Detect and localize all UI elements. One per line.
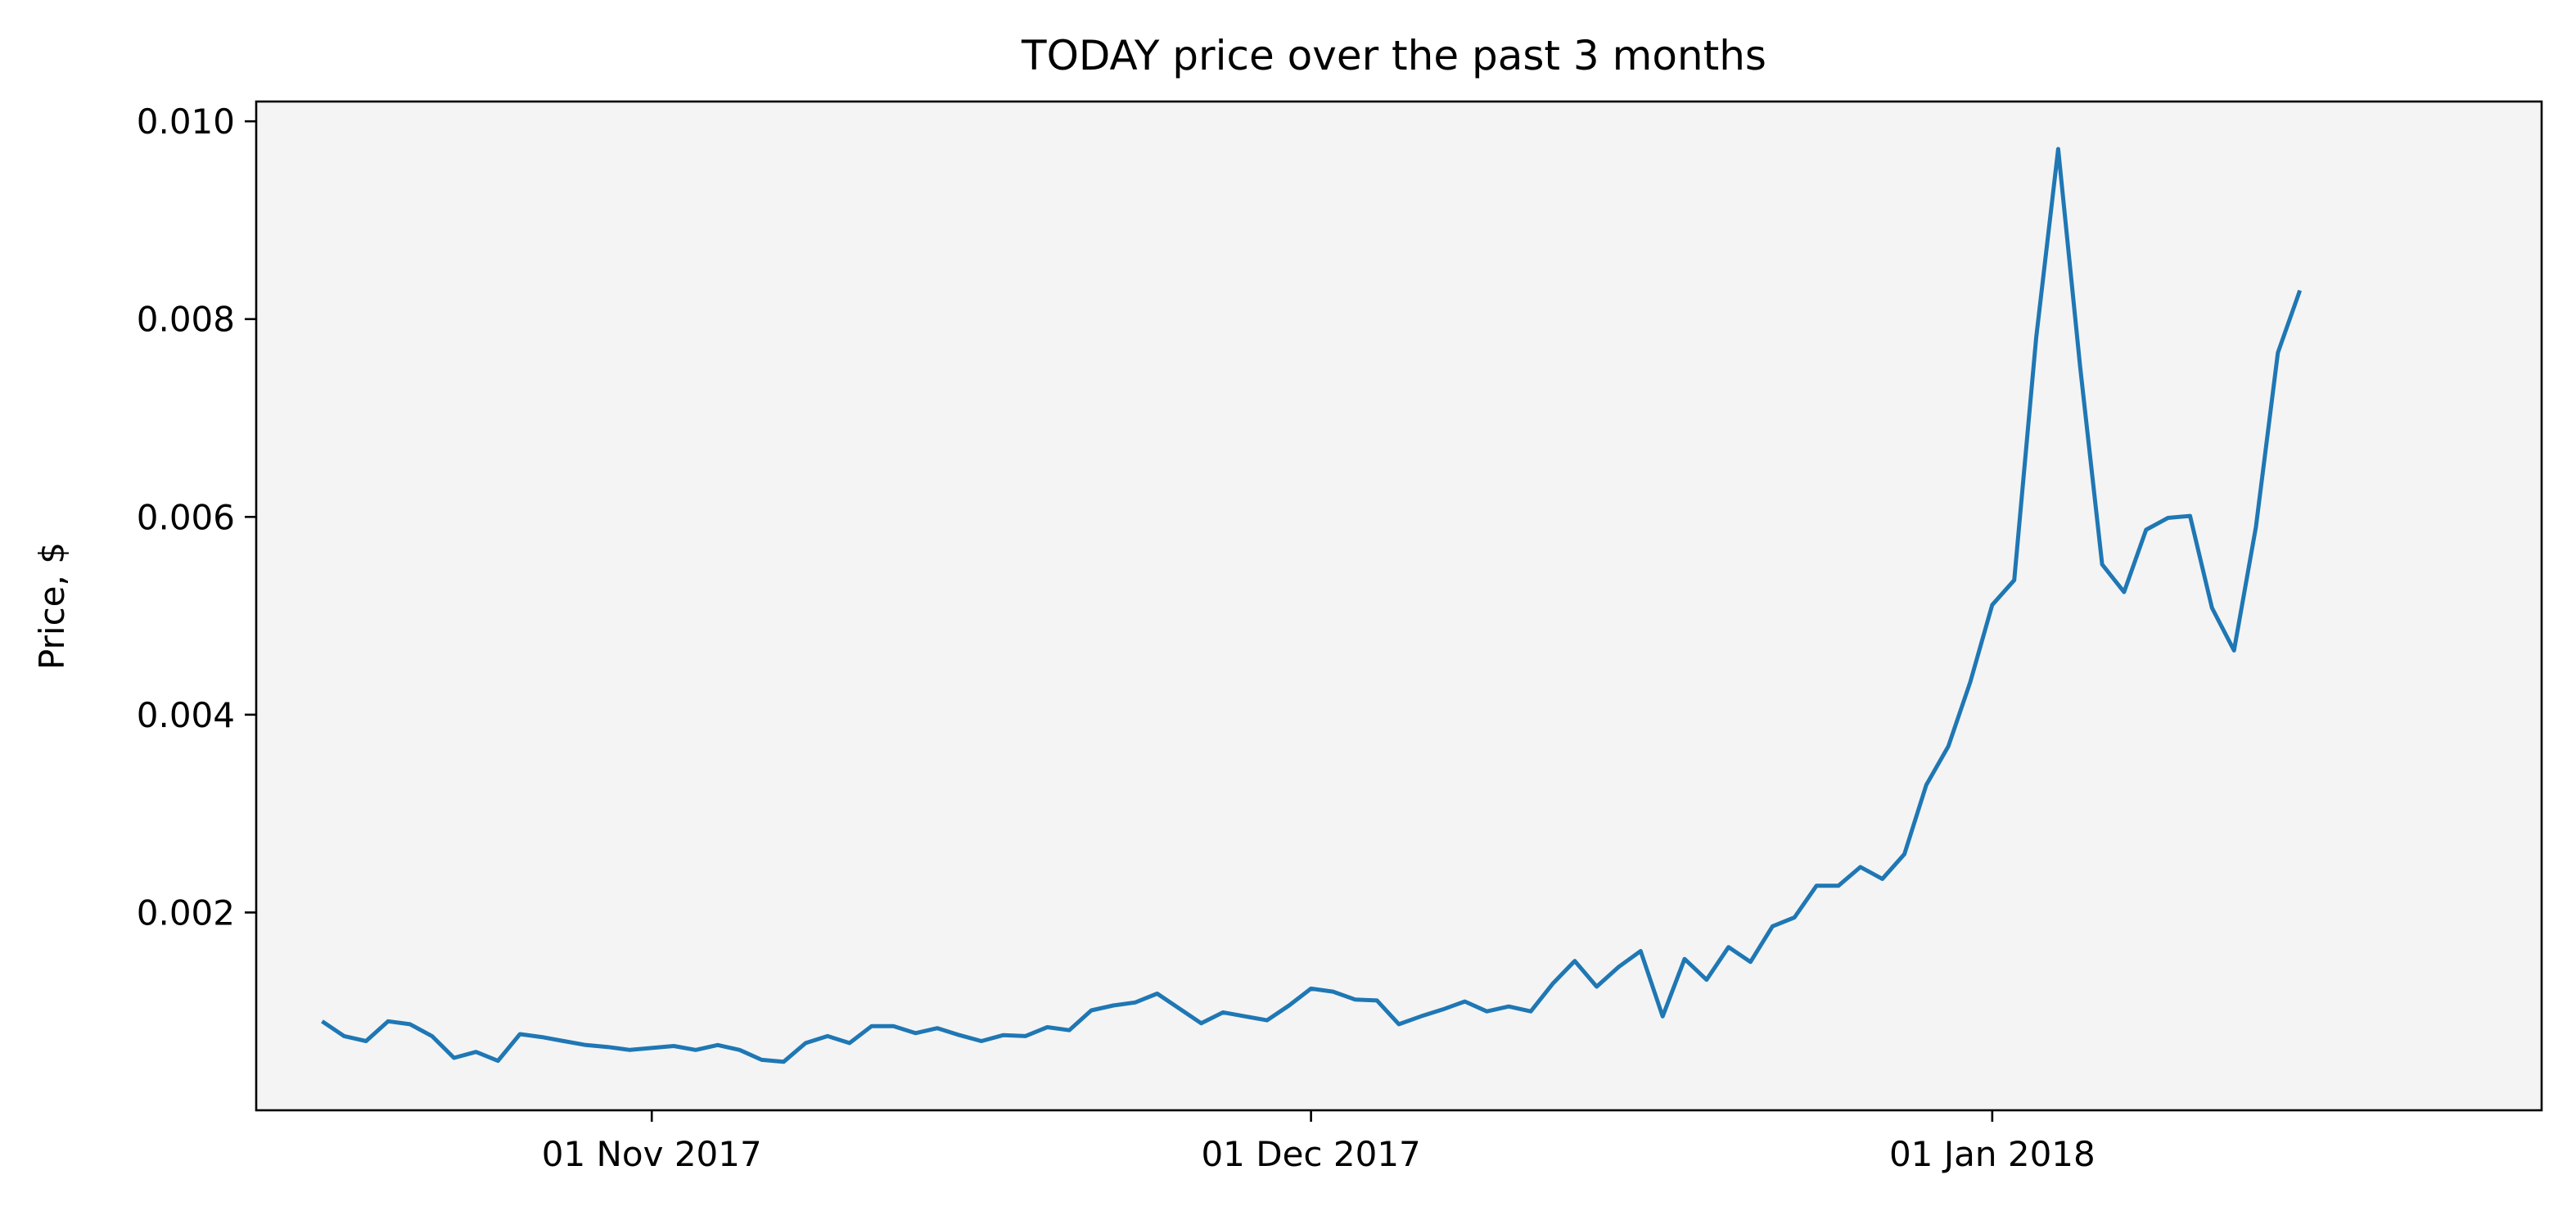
x-axis-ticks: 01 Nov 2017 01 Dec 2017 01 Jan 2018 [542, 1110, 2096, 1174]
y-tick-label: 0.004 [137, 695, 235, 735]
y-tick-label: 0.010 [137, 102, 235, 142]
y-axis-ticks: 0.002 0.004 0.006 0.008 0.010 [137, 102, 256, 933]
plot-area [256, 102, 2542, 1110]
x-tick-label: 01 Jan 2018 [1889, 1134, 2096, 1174]
y-tick-label: 0.002 [137, 892, 235, 933]
x-tick-label: 01 Dec 2017 [1201, 1134, 1420, 1174]
plot-frame [255, 100, 2543, 1112]
series-layer [321, 147, 2303, 1064]
x-tick-label: 01 Nov 2017 [542, 1134, 762, 1174]
y-tick-label: 0.008 [137, 300, 235, 340]
y-tick-label: 0.006 [137, 497, 235, 537]
chart-title: TODAY price over the past 3 months [1021, 32, 1766, 79]
y-axis-label: Price, $ [32, 542, 72, 670]
series-line-0 [321, 147, 2303, 1064]
